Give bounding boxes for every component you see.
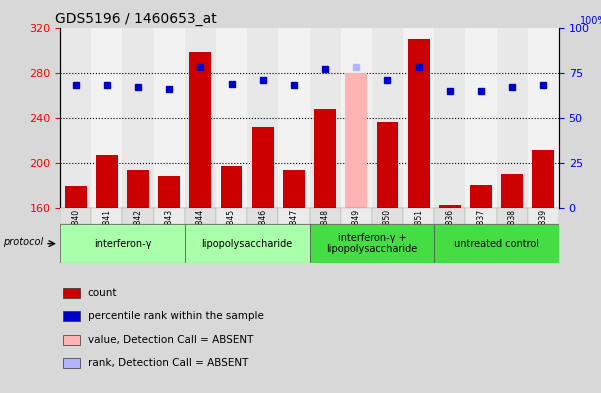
- Bar: [60, 208, 91, 224]
- Bar: [247, 28, 278, 208]
- Bar: [434, 208, 465, 224]
- Bar: [63, 288, 80, 298]
- Bar: [434, 224, 559, 263]
- Bar: [372, 28, 403, 208]
- Bar: [346, 73, 367, 208]
- Bar: [439, 205, 461, 208]
- Bar: [528, 28, 559, 208]
- Bar: [216, 28, 247, 208]
- Text: GSM1304840: GSM1304840: [71, 209, 80, 260]
- Text: GSM1304850: GSM1304850: [383, 209, 392, 260]
- Bar: [532, 149, 554, 208]
- Text: interferon-γ +
lipopolysaccharide: interferon-γ + lipopolysaccharide: [326, 233, 418, 254]
- Bar: [154, 208, 185, 224]
- Text: GSM1304843: GSM1304843: [165, 209, 174, 260]
- Bar: [470, 185, 492, 208]
- Text: GSM1304836: GSM1304836: [445, 209, 454, 260]
- Bar: [434, 28, 465, 208]
- Bar: [60, 28, 91, 208]
- Text: interferon-γ: interferon-γ: [94, 239, 151, 249]
- Bar: [65, 185, 87, 208]
- Bar: [372, 208, 403, 224]
- Text: GSM1304842: GSM1304842: [133, 209, 142, 260]
- Bar: [283, 170, 305, 208]
- Bar: [278, 28, 310, 208]
- Bar: [247, 208, 278, 224]
- Text: count: count: [88, 288, 117, 298]
- Bar: [154, 28, 185, 208]
- Bar: [221, 167, 242, 208]
- Text: GSM1304838: GSM1304838: [508, 209, 517, 260]
- Bar: [407, 39, 430, 208]
- Bar: [496, 28, 528, 208]
- Bar: [216, 208, 247, 224]
- Text: GSM1304848: GSM1304848: [320, 209, 329, 260]
- Bar: [377, 122, 398, 208]
- Bar: [60, 224, 185, 263]
- Bar: [123, 208, 154, 224]
- Bar: [96, 155, 118, 208]
- Bar: [185, 224, 310, 263]
- Bar: [314, 109, 336, 208]
- Text: GSM1304839: GSM1304839: [539, 209, 548, 260]
- Bar: [63, 358, 80, 368]
- Bar: [496, 208, 528, 224]
- Bar: [185, 208, 216, 224]
- Bar: [63, 311, 80, 321]
- Bar: [127, 170, 149, 208]
- Text: GSM1304851: GSM1304851: [414, 209, 423, 260]
- Text: GSM1304844: GSM1304844: [196, 209, 205, 260]
- Text: protocol: protocol: [3, 237, 43, 247]
- Bar: [252, 127, 273, 208]
- Y-axis label: 100%: 100%: [580, 16, 601, 26]
- Bar: [189, 52, 212, 208]
- Bar: [465, 28, 496, 208]
- Text: rank, Detection Call = ABSENT: rank, Detection Call = ABSENT: [88, 358, 248, 368]
- Bar: [278, 208, 310, 224]
- Text: value, Detection Call = ABSENT: value, Detection Call = ABSENT: [88, 334, 253, 345]
- Bar: [341, 28, 372, 208]
- Bar: [528, 208, 559, 224]
- Text: GSM1304847: GSM1304847: [290, 209, 299, 260]
- Bar: [310, 208, 341, 224]
- Text: GDS5196 / 1460653_at: GDS5196 / 1460653_at: [55, 13, 217, 26]
- Bar: [403, 28, 434, 208]
- Bar: [310, 28, 341, 208]
- Text: GSM1304841: GSM1304841: [102, 209, 111, 260]
- Text: percentile rank within the sample: percentile rank within the sample: [88, 311, 263, 321]
- Bar: [158, 176, 180, 208]
- Bar: [403, 208, 434, 224]
- Bar: [341, 208, 372, 224]
- Bar: [185, 28, 216, 208]
- Text: untreated control: untreated control: [454, 239, 539, 249]
- Text: GSM1304849: GSM1304849: [352, 209, 361, 260]
- Bar: [123, 28, 154, 208]
- Bar: [465, 208, 496, 224]
- Text: GSM1304845: GSM1304845: [227, 209, 236, 260]
- Text: GSM1304846: GSM1304846: [258, 209, 267, 260]
- Bar: [91, 28, 123, 208]
- Bar: [501, 174, 523, 208]
- Bar: [310, 224, 435, 263]
- Text: lipopolysaccharide: lipopolysaccharide: [201, 239, 293, 249]
- Bar: [91, 208, 123, 224]
- Text: GSM1304837: GSM1304837: [477, 209, 486, 260]
- Bar: [63, 334, 80, 345]
